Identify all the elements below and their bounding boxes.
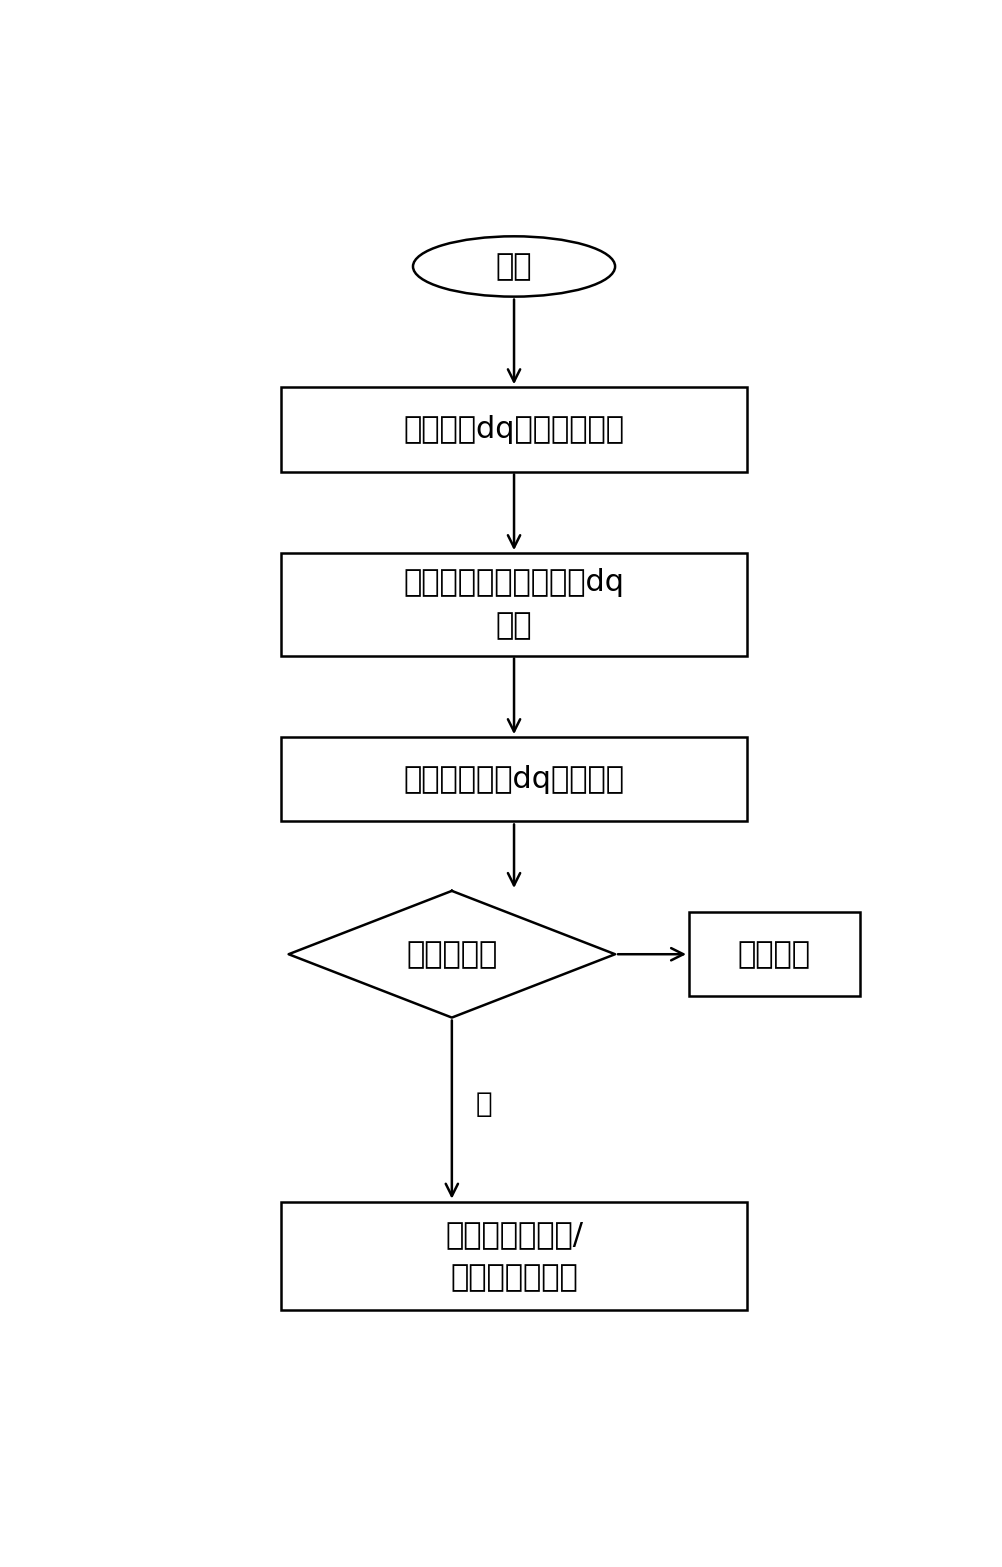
- FancyBboxPatch shape: [281, 553, 746, 655]
- Text: 建立电流观测器，估算dq
电流: 建立电流观测器，估算dq 电流: [403, 569, 624, 641]
- FancyBboxPatch shape: [281, 736, 746, 821]
- FancyBboxPatch shape: [281, 1202, 746, 1310]
- Text: 获取电机dq轴电压和电流: 获取电机dq轴电压和电流: [403, 415, 624, 443]
- Ellipse shape: [413, 237, 614, 296]
- Text: 当偏差过大: 当偏差过大: [406, 940, 497, 968]
- Text: 计算观测值与dq电流偏差: 计算观测值与dq电流偏差: [403, 765, 624, 794]
- Text: 生成故障信号和/
或显示故障信息: 生成故障信号和/ 或显示故障信息: [445, 1221, 582, 1291]
- FancyBboxPatch shape: [688, 912, 859, 997]
- Text: 是: 是: [475, 1089, 491, 1117]
- FancyBboxPatch shape: [281, 387, 746, 472]
- Text: 正常运行: 正常运行: [737, 940, 811, 968]
- Text: 开始: 开始: [495, 252, 532, 280]
- Polygon shape: [289, 892, 614, 1017]
